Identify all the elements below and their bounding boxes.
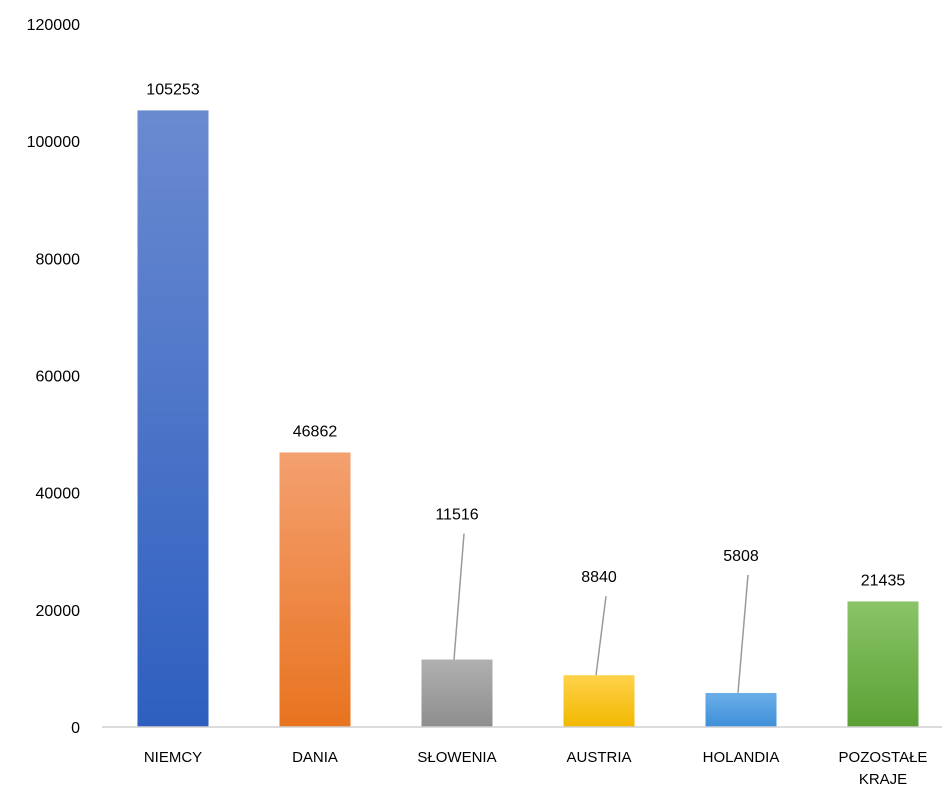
y-tick-label: 20000 (36, 603, 81, 620)
data-labels: 105253 46862 11516 8840 5808 21435 (146, 81, 905, 589)
bar-austria (563, 675, 635, 727)
data-label: 5808 (723, 548, 759, 565)
data-label: 8840 (581, 569, 617, 586)
bar-słowenia (421, 659, 493, 727)
y-tick-label: 100000 (27, 134, 80, 151)
leader-line (737, 574, 749, 694)
bar-pozostałe-kraje (847, 601, 919, 727)
bars (137, 110, 919, 728)
y-tick-label: 120000 (27, 17, 80, 34)
x-category-label: HOLANDIA (703, 749, 780, 766)
bar-niemcy (137, 110, 209, 728)
data-label: 105253 (146, 81, 199, 98)
x-category-label: DANIA (292, 749, 338, 766)
x-category-label: AUSTRIA (566, 749, 631, 766)
bar-dania (279, 452, 351, 727)
y-tick-label: 40000 (36, 486, 81, 503)
bar-holandia (705, 692, 777, 727)
leader-line (453, 533, 465, 660)
x-category-label: SŁOWENIA (417, 749, 496, 766)
x-axis-category-labels: NIEMCY DANIA SŁOWENIA AUSTRIA HOLANDIA POZOST… (144, 749, 928, 788)
y-axis-ticks: 0 20000 40000 60000 80000 100000 120000 (27, 17, 80, 737)
data-label: 46862 (293, 423, 338, 440)
y-tick-label: 80000 (36, 251, 81, 268)
data-label: 11516 (435, 507, 478, 524)
x-category-label: NIEMCY (144, 749, 202, 766)
y-tick-label: 60000 (36, 369, 81, 386)
leader-line (595, 596, 607, 676)
x-category-label: POZOSTAŁE KRAJE (839, 749, 928, 788)
data-label: 21435 (861, 572, 906, 589)
leader-lines (453, 533, 749, 694)
y-tick-label: 0 (71, 720, 80, 737)
